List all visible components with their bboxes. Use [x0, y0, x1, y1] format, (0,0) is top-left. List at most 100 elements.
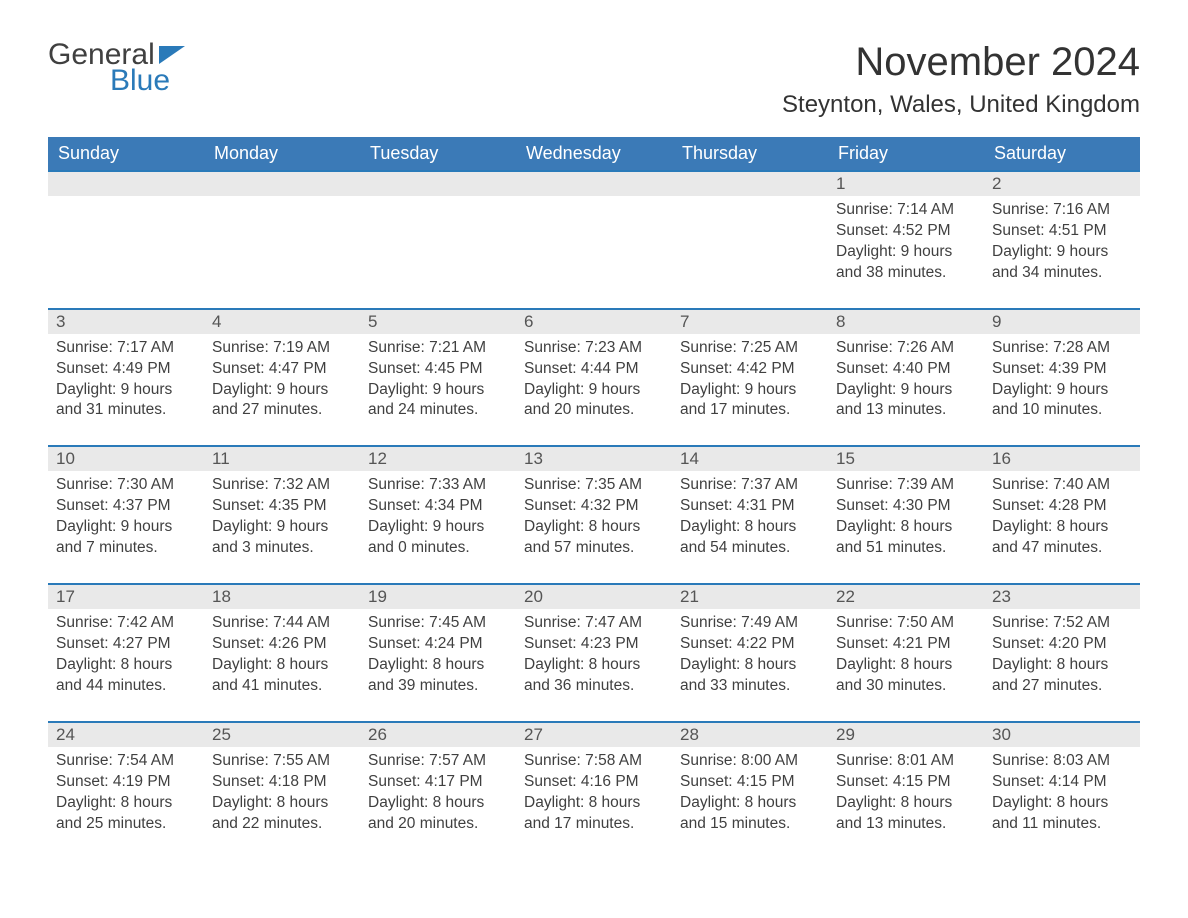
daylight-line: Daylight: 8 hours and 13 minutes. [836, 793, 976, 835]
sunrise-line: Sunrise: 7:30 AM [56, 475, 196, 496]
sunset-line: Sunset: 4:45 PM [368, 359, 508, 380]
day-number-row: 24252627282930 [48, 721, 1140, 747]
day-cell [204, 196, 360, 308]
daylight-line: Daylight: 8 hours and 36 minutes. [524, 655, 664, 697]
sunset-line: Sunset: 4:17 PM [368, 772, 508, 793]
sunset-line: Sunset: 4:47 PM [212, 359, 352, 380]
day-cell: Sunrise: 7:55 AMSunset: 4:18 PMDaylight:… [204, 747, 360, 859]
day-number-row: 17181920212223 [48, 583, 1140, 609]
sunrise-line: Sunrise: 7:55 AM [212, 751, 352, 772]
day-cell: Sunrise: 7:25 AMSunset: 4:42 PMDaylight:… [672, 334, 828, 446]
day-cell [516, 196, 672, 308]
day-number-cell: 14 [672, 445, 828, 471]
sunset-line: Sunset: 4:35 PM [212, 496, 352, 517]
day-number-cell: 25 [204, 721, 360, 747]
sunset-line: Sunset: 4:39 PM [992, 359, 1132, 380]
sunrise-line: Sunrise: 7:52 AM [992, 613, 1132, 634]
daylight-line: Daylight: 8 hours and 25 minutes. [56, 793, 196, 835]
sunset-line: Sunset: 4:15 PM [836, 772, 976, 793]
sunset-line: Sunset: 4:27 PM [56, 634, 196, 655]
daylight-line: Daylight: 9 hours and 10 minutes. [992, 380, 1132, 422]
daylight-line: Daylight: 8 hours and 54 minutes. [680, 517, 820, 559]
sunset-line: Sunset: 4:44 PM [524, 359, 664, 380]
day-number-cell: 9 [984, 308, 1140, 334]
day-cell: Sunrise: 8:00 AMSunset: 4:15 PMDaylight:… [672, 747, 828, 859]
day-cell: Sunrise: 7:58 AMSunset: 4:16 PMDaylight:… [516, 747, 672, 859]
day-cell: Sunrise: 7:52 AMSunset: 4:20 PMDaylight:… [984, 609, 1140, 721]
day-number-cell: 10 [48, 445, 204, 471]
day-number-cell: 12 [360, 445, 516, 471]
day-number-cell [204, 170, 360, 196]
day-cell: Sunrise: 7:45 AMSunset: 4:24 PMDaylight:… [360, 609, 516, 721]
daylight-line: Daylight: 9 hours and 20 minutes. [524, 380, 664, 422]
day-number-cell: 6 [516, 308, 672, 334]
daylight-line: Daylight: 8 hours and 30 minutes. [836, 655, 976, 697]
sunrise-line: Sunrise: 7:17 AM [56, 338, 196, 359]
day-number-cell: 1 [828, 170, 984, 196]
logo-word2: Blue [110, 66, 185, 96]
day-cell: Sunrise: 7:19 AMSunset: 4:47 PMDaylight:… [204, 334, 360, 446]
sunset-line: Sunset: 4:52 PM [836, 221, 976, 242]
day-number-cell [48, 170, 204, 196]
day-cell: Sunrise: 7:16 AMSunset: 4:51 PMDaylight:… [984, 196, 1140, 308]
day-cell: Sunrise: 7:39 AMSunset: 4:30 PMDaylight:… [828, 471, 984, 583]
day-number-cell: 16 [984, 445, 1140, 471]
day-number-cell: 22 [828, 583, 984, 609]
day-number-cell: 28 [672, 721, 828, 747]
sunset-line: Sunset: 4:14 PM [992, 772, 1132, 793]
day-number-cell: 20 [516, 583, 672, 609]
day-body-row: Sunrise: 7:30 AMSunset: 4:37 PMDaylight:… [48, 471, 1140, 583]
daylight-line: Daylight: 9 hours and 38 minutes. [836, 242, 976, 284]
weekday-header: Wednesday [516, 137, 672, 170]
sunrise-line: Sunrise: 7:58 AM [524, 751, 664, 772]
day-cell: Sunrise: 7:37 AMSunset: 4:31 PMDaylight:… [672, 471, 828, 583]
day-number-cell: 27 [516, 721, 672, 747]
day-number-cell: 4 [204, 308, 360, 334]
daylight-line: Daylight: 8 hours and 22 minutes. [212, 793, 352, 835]
sunset-line: Sunset: 4:19 PM [56, 772, 196, 793]
sunset-line: Sunset: 4:32 PM [524, 496, 664, 517]
sunset-line: Sunset: 4:26 PM [212, 634, 352, 655]
sunrise-line: Sunrise: 7:49 AM [680, 613, 820, 634]
day-number-cell: 18 [204, 583, 360, 609]
sunrise-line: Sunrise: 7:44 AM [212, 613, 352, 634]
sunrise-line: Sunrise: 7:14 AM [836, 200, 976, 221]
day-cell: Sunrise: 7:57 AMSunset: 4:17 PMDaylight:… [360, 747, 516, 859]
day-number-cell: 13 [516, 445, 672, 471]
sunset-line: Sunset: 4:31 PM [680, 496, 820, 517]
daylight-line: Daylight: 9 hours and 13 minutes. [836, 380, 976, 422]
day-cell: Sunrise: 7:33 AMSunset: 4:34 PMDaylight:… [360, 471, 516, 583]
daylight-line: Daylight: 8 hours and 39 minutes. [368, 655, 508, 697]
daylight-line: Daylight: 9 hours and 31 minutes. [56, 380, 196, 422]
sunrise-line: Sunrise: 7:50 AM [836, 613, 976, 634]
sunset-line: Sunset: 4:49 PM [56, 359, 196, 380]
daylight-line: Daylight: 9 hours and 27 minutes. [212, 380, 352, 422]
day-number-cell [516, 170, 672, 196]
sunset-line: Sunset: 4:28 PM [992, 496, 1132, 517]
sunset-line: Sunset: 4:15 PM [680, 772, 820, 793]
sunset-line: Sunset: 4:22 PM [680, 634, 820, 655]
sunset-line: Sunset: 4:40 PM [836, 359, 976, 380]
day-cell: Sunrise: 7:49 AMSunset: 4:22 PMDaylight:… [672, 609, 828, 721]
sunset-line: Sunset: 4:30 PM [836, 496, 976, 517]
sunrise-line: Sunrise: 7:54 AM [56, 751, 196, 772]
day-number-cell: 23 [984, 583, 1140, 609]
sunrise-line: Sunrise: 7:16 AM [992, 200, 1132, 221]
day-cell: Sunrise: 7:30 AMSunset: 4:37 PMDaylight:… [48, 471, 204, 583]
sunrise-line: Sunrise: 7:19 AM [212, 338, 352, 359]
sunset-line: Sunset: 4:24 PM [368, 634, 508, 655]
sunrise-line: Sunrise: 7:33 AM [368, 475, 508, 496]
sunset-line: Sunset: 4:16 PM [524, 772, 664, 793]
day-cell: Sunrise: 7:44 AMSunset: 4:26 PMDaylight:… [204, 609, 360, 721]
day-cell: Sunrise: 7:47 AMSunset: 4:23 PMDaylight:… [516, 609, 672, 721]
weekday-header: Saturday [984, 137, 1140, 170]
sunrise-line: Sunrise: 8:01 AM [836, 751, 976, 772]
day-number-cell [360, 170, 516, 196]
sunset-line: Sunset: 4:21 PM [836, 634, 976, 655]
day-body-row: Sunrise: 7:17 AMSunset: 4:49 PMDaylight:… [48, 334, 1140, 446]
daylight-line: Daylight: 9 hours and 34 minutes. [992, 242, 1132, 284]
sunrise-line: Sunrise: 7:47 AM [524, 613, 664, 634]
sunset-line: Sunset: 4:51 PM [992, 221, 1132, 242]
title-block: November 2024 Steynton, Wales, United Ki… [782, 40, 1140, 119]
day-number-cell: 11 [204, 445, 360, 471]
